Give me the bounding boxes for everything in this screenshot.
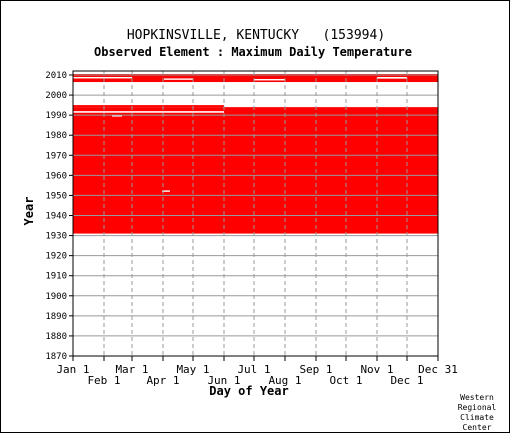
y-tick-label: 1870 <box>45 352 67 362</box>
x-tick-label: May 1 <box>176 363 209 376</box>
credit-line: Regional <box>458 403 497 412</box>
y-tick-label: 1920 <box>45 252 67 262</box>
x-tick-label: Nov 1 <box>360 363 393 376</box>
y-tick-label: 1980 <box>45 131 67 141</box>
x-tick-label: Aug 1 <box>268 374 301 387</box>
y-tick-label: 2010 <box>45 71 67 81</box>
y-axis-title: Year <box>22 197 36 226</box>
chart-title: HOPKINSVILLE, KENTUCKY (153994) <box>127 28 385 43</box>
chart-subtitle: Observed Element : Maximum Daily Tempera… <box>94 45 412 59</box>
missing-gap <box>377 77 407 79</box>
axis-layer: 2010 2000 1990 1980 1970 1960 1950 1940 1930 1920… <box>45 70 458 387</box>
credit-line: Western <box>460 393 494 402</box>
credit-line: Climate <box>460 413 494 422</box>
x-tick-label: Sep 1 <box>299 363 332 376</box>
x-tick-label: Dec 1 <box>390 374 423 387</box>
y-tick-label: 1890 <box>45 312 67 322</box>
y-tick-label: 1950 <box>45 191 67 201</box>
y-tick-label: 1930 <box>45 232 67 242</box>
missing-gap <box>162 190 170 192</box>
x-tick-label: Oct 1 <box>329 374 362 387</box>
x-tick-label: Jul 1 <box>237 363 270 376</box>
credit-line: Center <box>463 423 492 432</box>
y-tick-label: 1880 <box>45 332 67 342</box>
y-tick-label: 1970 <box>45 151 67 161</box>
missing-gap <box>164 78 193 80</box>
y-tick-label: 1900 <box>45 292 67 302</box>
x-tick-label: Jan 1 <box>56 363 89 376</box>
missing-gap <box>73 111 224 113</box>
missing-gap <box>73 77 132 79</box>
x-tick-label: Apr 1 <box>146 374 179 387</box>
x-tick-label: Mar 1 <box>115 363 148 376</box>
observed-block <box>73 107 438 234</box>
x-tick-label: Dec 31 <box>418 363 458 376</box>
missing-gap <box>254 79 285 81</box>
x-axis-title: Day of Year <box>209 384 288 398</box>
y-tick-label: 1990 <box>45 111 67 121</box>
y-tick-label: 1960 <box>45 171 67 181</box>
missing-gap <box>112 115 122 117</box>
y-tick-label: 1940 <box>45 212 67 222</box>
x-tick-label: Feb 1 <box>87 374 120 387</box>
x-tick-label: Jun 1 <box>207 374 240 387</box>
plot-border <box>72 70 439 357</box>
observed-block <box>73 105 224 108</box>
y-tick-label: 2000 <box>45 91 67 101</box>
y-tick-label: 1910 <box>45 272 67 282</box>
grid-layer <box>73 71 438 357</box>
